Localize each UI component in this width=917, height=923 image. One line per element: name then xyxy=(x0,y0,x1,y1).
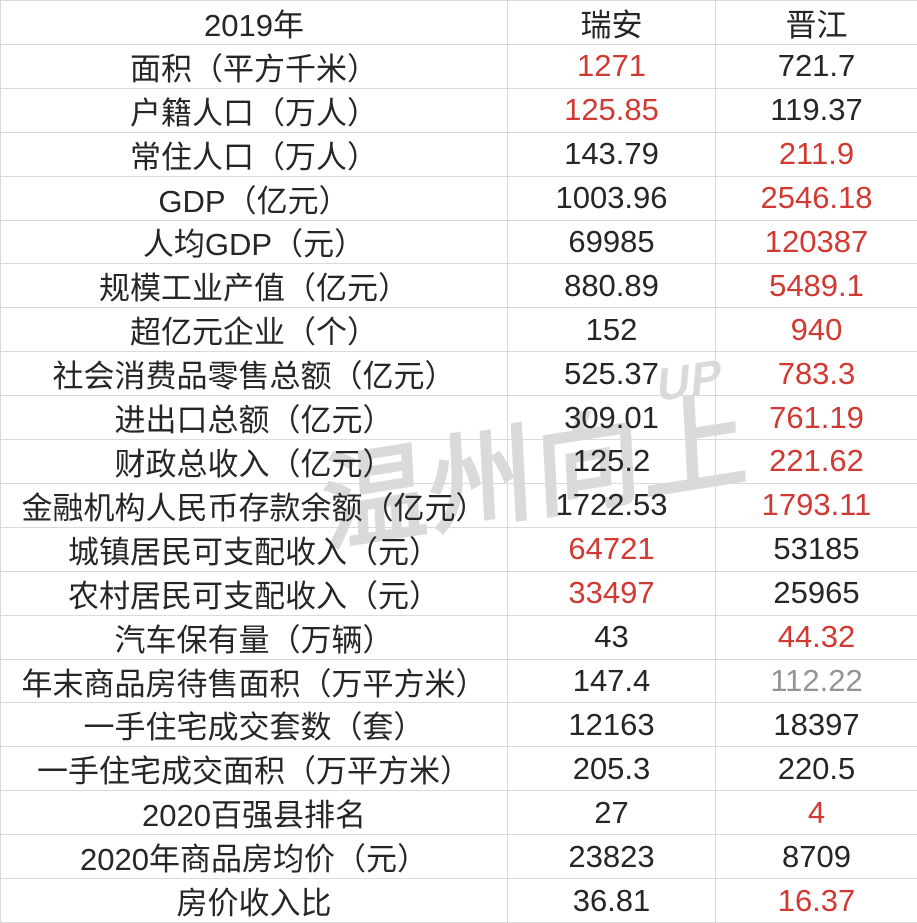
ruian-value: 309.01 xyxy=(508,396,716,441)
jinjiang-value: 18397 xyxy=(716,703,917,748)
row-label: 金融机构人民币存款余额（亿元） xyxy=(1,483,508,528)
ruian-value: 12163 xyxy=(508,703,716,748)
jinjiang-value: 25965 xyxy=(716,572,917,616)
row-label: 财政总收入（亿元） xyxy=(1,440,508,484)
ruian-value: 33497 xyxy=(508,571,716,616)
row-label: 进出口总额（亿元） xyxy=(1,396,508,441)
ruian-value: 147.4 xyxy=(508,659,716,704)
row-label: 年末商品房待售面积（万平方米） xyxy=(1,659,508,704)
jinjiang-value: 761.19 xyxy=(716,396,917,441)
row-label: 2020百强县排名 xyxy=(1,791,508,836)
ruian-value: 525.37 xyxy=(508,352,716,397)
jinjiang-value: 8709 xyxy=(716,835,917,880)
row-label: 常住人口（万人） xyxy=(1,132,508,177)
jinjiang-value: 44.32 xyxy=(716,616,917,660)
jinjiang-value: 721.7 xyxy=(716,45,917,89)
ruian-value: 1722.53 xyxy=(508,483,716,528)
row-label: 人均GDP（元） xyxy=(1,220,508,265)
ruian-value: 27 xyxy=(508,791,716,836)
jinjiang-value: 2546.18 xyxy=(716,177,917,221)
row-label: 规模工业产值（亿元） xyxy=(1,264,508,309)
row-label: 一手住宅成交套数（套） xyxy=(1,703,508,748)
ruian-value: 125.2 xyxy=(508,440,716,484)
ruian-value: 143.79 xyxy=(508,132,716,177)
ruian-value: 152 xyxy=(508,308,716,353)
jinjiang-value: 783.3 xyxy=(716,352,917,397)
jinjiang-value: 211.9 xyxy=(716,133,917,177)
row-label: 2020年商品房均价（元） xyxy=(1,835,508,880)
ruian-value: 43 xyxy=(508,615,716,660)
row-label: 汽车保有量（万辆） xyxy=(1,615,508,660)
row-label: 房价收入比 xyxy=(1,879,508,923)
jinjiang-value: 221.62 xyxy=(716,440,917,484)
ruian-value: 880.89 xyxy=(508,264,716,309)
row-label: 面积（平方千米） xyxy=(1,44,508,89)
jinjiang-value: 1793.11 xyxy=(716,484,917,528)
ruian-value: 1271 xyxy=(508,44,716,89)
ruian-value: 125.85 xyxy=(508,88,716,133)
header-year: 2019年 xyxy=(1,1,508,45)
ruian-value: 23823 xyxy=(508,835,716,880)
jinjiang-value: 220.5 xyxy=(716,747,917,792)
ruian-value: 1003.96 xyxy=(508,176,716,221)
ruian-value: 36.81 xyxy=(508,879,716,923)
jinjiang-value: 16.37 xyxy=(716,879,917,923)
jinjiang-value: 5489.1 xyxy=(716,264,917,309)
jinjiang-value: 112.22 xyxy=(716,660,917,704)
jinjiang-value: 53185 xyxy=(716,528,917,572)
jinjiang-value: 119.37 xyxy=(716,89,917,133)
jinjiang-value: 4 xyxy=(716,791,917,836)
row-label: 户籍人口（万人） xyxy=(1,88,508,133)
row-label: 超亿元企业（个） xyxy=(1,308,508,353)
row-label: 社会消费品零售总额（亿元） xyxy=(1,352,508,397)
header-city-ruian: 瑞安 xyxy=(508,1,716,45)
jinjiang-value: 120387 xyxy=(716,221,917,265)
row-label: 一手住宅成交面积（万平方米） xyxy=(1,747,508,792)
header-city-jinjiang: 晋江 xyxy=(716,1,917,45)
ruian-value: 64721 xyxy=(508,527,716,572)
ruian-value: 205.3 xyxy=(508,747,716,792)
ruian-value: 69985 xyxy=(508,220,716,265)
jinjiang-value: 940 xyxy=(716,308,917,353)
row-label: GDP（亿元） xyxy=(1,176,508,221)
row-label: 城镇居民可支配收入（元） xyxy=(1,527,508,572)
row-label: 农村居民可支配收入（元） xyxy=(1,571,508,616)
